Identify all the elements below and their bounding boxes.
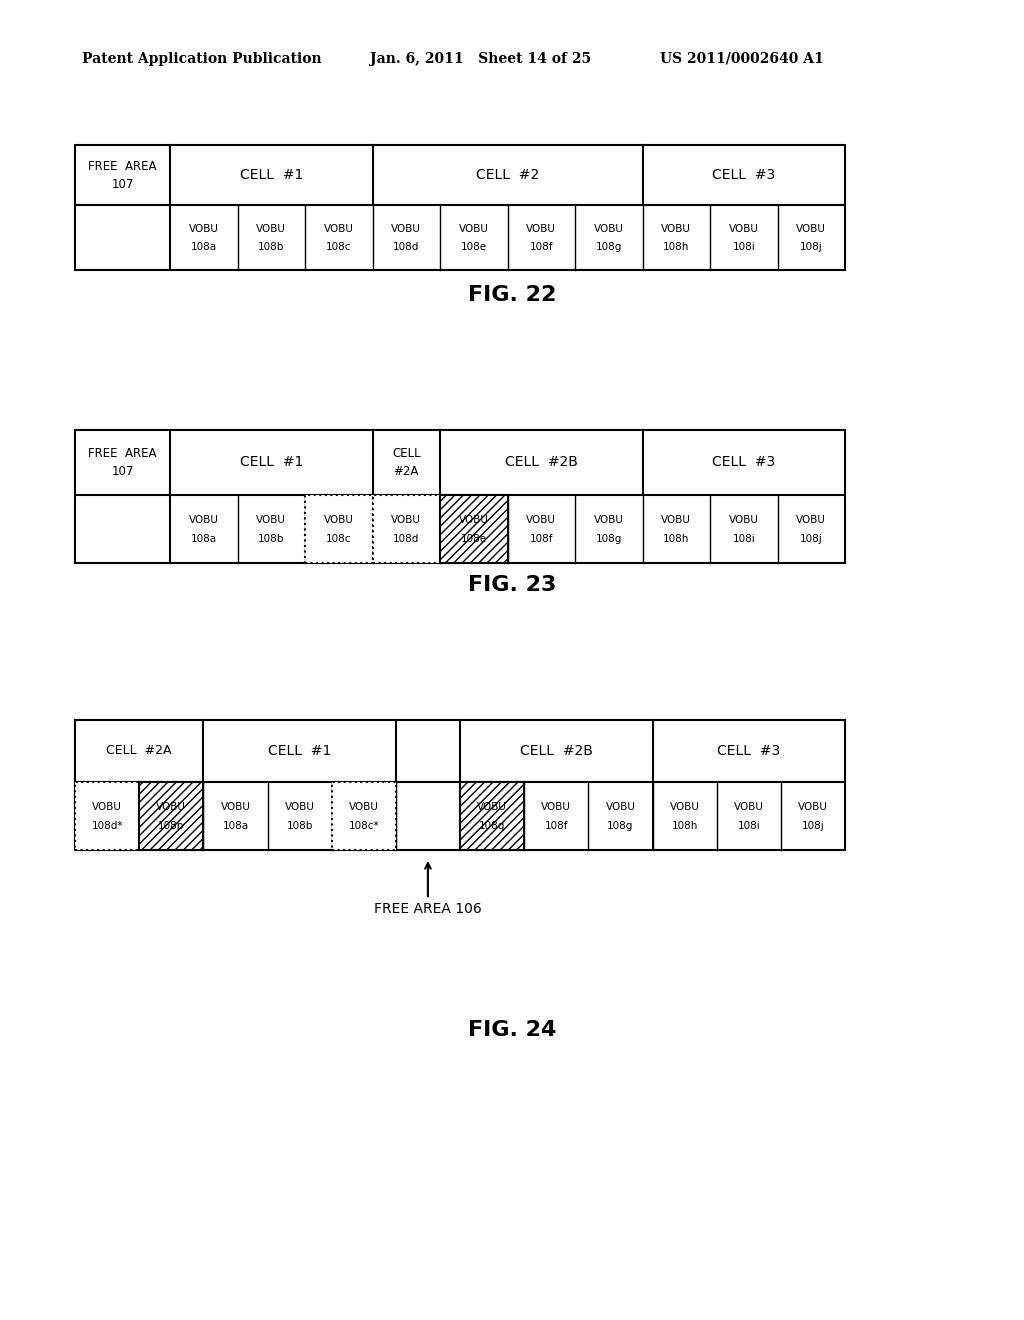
Text: CELL  #1: CELL #1	[268, 744, 332, 758]
Text: VOBU: VOBU	[594, 223, 624, 234]
Text: 108j: 108j	[802, 821, 824, 832]
Text: VOBU: VOBU	[605, 803, 635, 812]
Text: US 2011/0002640 A1: US 2011/0002640 A1	[660, 51, 823, 66]
Text: 108c*: 108c*	[348, 821, 379, 832]
Text: VOBU: VOBU	[220, 803, 250, 812]
Text: 108d*: 108d*	[91, 821, 123, 832]
Text: 108g: 108g	[596, 535, 622, 544]
Text: 108f: 108f	[545, 821, 568, 832]
Text: VOBU: VOBU	[797, 223, 826, 234]
Text: VOBU: VOBU	[188, 515, 219, 525]
Bar	[75, 430, 845, 564]
Bar	[75, 719, 845, 850]
Bar	[305, 495, 373, 564]
Text: VOBU: VOBU	[285, 803, 314, 812]
Text: 108g: 108g	[596, 243, 622, 252]
Text: VOBU: VOBU	[729, 223, 759, 234]
Text: VOBU: VOBU	[459, 515, 488, 525]
Bar	[440, 495, 508, 564]
Text: FIG. 23: FIG. 23	[468, 576, 556, 595]
Text: 108b: 108b	[258, 535, 285, 544]
Text: VOBU: VOBU	[324, 223, 353, 234]
Text: 108f: 108f	[529, 243, 553, 252]
Text: CELL  #3: CELL #3	[712, 168, 775, 182]
Text: 108a: 108a	[190, 535, 217, 544]
Text: 108h: 108h	[664, 243, 689, 252]
Bar	[75, 145, 845, 271]
Text: VOBU: VOBU	[157, 803, 186, 812]
Bar	[139, 781, 204, 850]
Text: CELL  #1: CELL #1	[240, 455, 303, 470]
Text: VOBU: VOBU	[188, 223, 219, 234]
Text: 108p: 108p	[158, 821, 184, 832]
Text: CELL  #2A: CELL #2A	[106, 744, 172, 758]
Text: 107: 107	[112, 177, 134, 190]
Text: 108d: 108d	[393, 535, 420, 544]
Text: 108i: 108i	[737, 821, 760, 832]
Text: VOBU: VOBU	[256, 515, 286, 525]
Text: VOBU: VOBU	[662, 223, 691, 234]
Text: VOBU: VOBU	[670, 803, 699, 812]
Text: CELL  #2B: CELL #2B	[520, 744, 593, 758]
Text: VOBU: VOBU	[734, 803, 764, 812]
Text: VOBU: VOBU	[662, 515, 691, 525]
Text: VOBU: VOBU	[729, 515, 759, 525]
Text: VOBU: VOBU	[324, 515, 353, 525]
Text: 108b: 108b	[287, 821, 312, 832]
Text: #2A: #2A	[393, 465, 419, 478]
Text: 108c: 108c	[326, 243, 351, 252]
Text: VOBU: VOBU	[798, 803, 827, 812]
Text: VOBU: VOBU	[594, 515, 624, 525]
Text: CELL  #3: CELL #3	[717, 744, 780, 758]
Text: FREE  AREA: FREE AREA	[88, 447, 157, 459]
Text: VOBU: VOBU	[797, 515, 826, 525]
Text: VOBU: VOBU	[526, 223, 556, 234]
Text: VOBU: VOBU	[542, 803, 571, 812]
Text: 108b: 108b	[258, 243, 285, 252]
Text: 108a: 108a	[190, 243, 217, 252]
Text: CELL  #3: CELL #3	[712, 455, 775, 470]
Bar	[373, 495, 440, 564]
Text: Jan. 6, 2011   Sheet 14 of 25: Jan. 6, 2011 Sheet 14 of 25	[370, 51, 591, 66]
Text: FREE  AREA: FREE AREA	[88, 160, 157, 173]
Text: 108f: 108f	[529, 535, 553, 544]
Bar	[460, 781, 524, 850]
Text: FIG. 22: FIG. 22	[468, 285, 556, 305]
Text: 108g: 108g	[607, 821, 634, 832]
Text: CELL  #1: CELL #1	[240, 168, 303, 182]
Bar	[75, 781, 139, 850]
Text: Patent Application Publication: Patent Application Publication	[82, 51, 322, 66]
Text: 108j: 108j	[800, 535, 822, 544]
Text: VOBU: VOBU	[92, 803, 122, 812]
Text: 108h: 108h	[672, 821, 697, 832]
Text: 108q: 108q	[479, 821, 505, 832]
Bar	[440, 495, 508, 564]
Text: VOBU: VOBU	[256, 223, 286, 234]
Bar	[460, 781, 524, 850]
Text: 107: 107	[112, 465, 134, 478]
Text: 108i: 108i	[732, 243, 755, 252]
Text: VOBU: VOBU	[477, 803, 507, 812]
Text: 108e: 108e	[461, 243, 486, 252]
Text: CELL  #2: CELL #2	[476, 168, 539, 182]
Text: VOBU: VOBU	[391, 515, 421, 525]
Text: 108j: 108j	[800, 243, 822, 252]
Text: CELL  #2B: CELL #2B	[505, 455, 578, 470]
Text: 108a: 108a	[222, 821, 249, 832]
Bar	[139, 781, 204, 850]
Text: 108c: 108c	[326, 535, 351, 544]
Text: FIG. 24: FIG. 24	[468, 1020, 556, 1040]
Text: CELL: CELL	[392, 447, 421, 459]
Text: 108h: 108h	[664, 535, 689, 544]
Text: 108e: 108e	[461, 535, 486, 544]
Text: 108d: 108d	[393, 243, 420, 252]
Text: VOBU: VOBU	[526, 515, 556, 525]
Bar	[332, 781, 396, 850]
Text: VOBU: VOBU	[459, 223, 488, 234]
Text: VOBU: VOBU	[391, 223, 421, 234]
Text: VOBU: VOBU	[349, 803, 379, 812]
Text: FREE AREA 106: FREE AREA 106	[374, 863, 481, 916]
Text: 108i: 108i	[732, 535, 755, 544]
